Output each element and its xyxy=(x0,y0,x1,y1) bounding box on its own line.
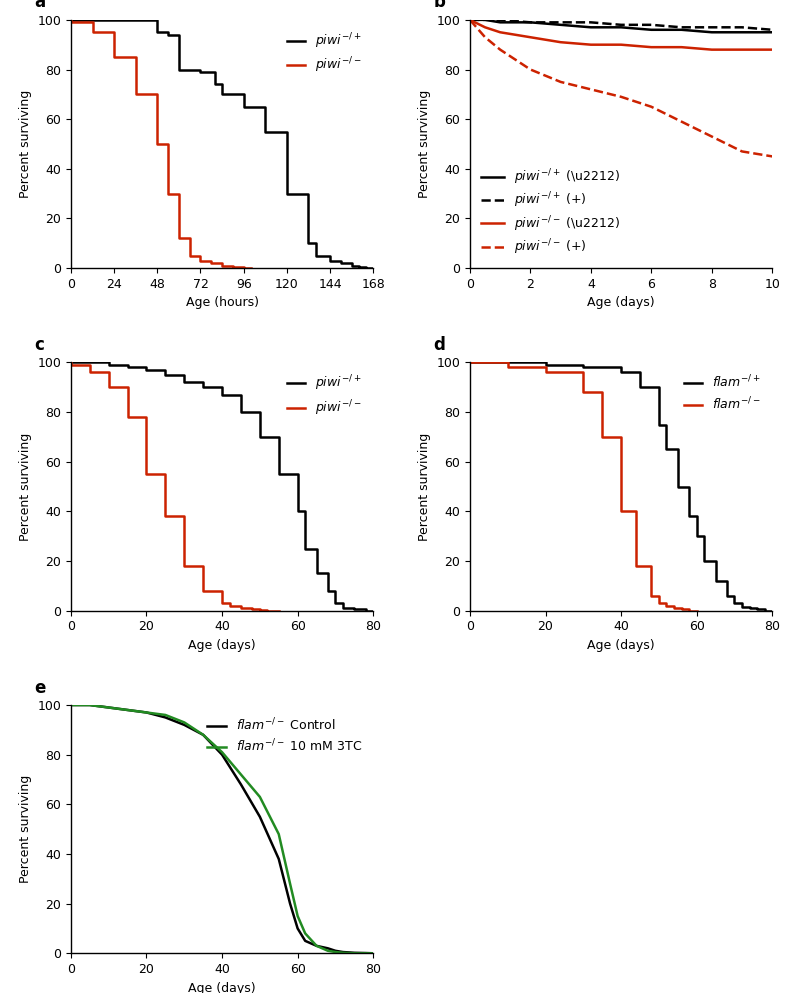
X-axis label: Age (days): Age (days) xyxy=(587,296,655,310)
Text: d: d xyxy=(433,336,445,355)
Text: c: c xyxy=(35,336,44,355)
Legend: $\it{flam}^{-/+}$, $\it{flam}^{-/-}$: $\it{flam}^{-/+}$, $\it{flam}^{-/-}$ xyxy=(678,368,766,417)
Text: b: b xyxy=(433,0,445,12)
X-axis label: Age (days): Age (days) xyxy=(188,981,256,993)
Legend: $\it{piwi}^{-/+}$, $\it{piwi}^{-/-}$: $\it{piwi}^{-/+}$, $\it{piwi}^{-/-}$ xyxy=(282,368,367,423)
Legend: $\it{piwi}^{-/+}$, $\it{piwi}^{-/-}$: $\it{piwi}^{-/+}$, $\it{piwi}^{-/-}$ xyxy=(282,26,367,80)
Text: e: e xyxy=(35,678,46,697)
Y-axis label: Percent surviving: Percent surviving xyxy=(418,89,431,199)
X-axis label: Age (hours): Age (hours) xyxy=(185,296,258,310)
Y-axis label: Percent surviving: Percent surviving xyxy=(418,432,431,541)
Text: a: a xyxy=(35,0,46,12)
X-axis label: Age (days): Age (days) xyxy=(188,638,256,652)
Y-axis label: Percent surviving: Percent surviving xyxy=(19,89,32,199)
Y-axis label: Percent surviving: Percent surviving xyxy=(19,775,32,884)
X-axis label: Age (days): Age (days) xyxy=(587,638,655,652)
Y-axis label: Percent surviving: Percent surviving xyxy=(19,432,32,541)
Legend: $\it{flam}^{-/-}$ Control, $\it{flam}^{-/-}$ 10 mM 3TC: $\it{flam}^{-/-}$ Control, $\it{flam}^{-… xyxy=(202,711,367,760)
Legend: $\it{piwi}^{-/+}$ (\u2212), $\it{piwi}^{-/+}$ (+), $\it{piwi}^{-/-}$ (\u2212), $: $\it{piwi}^{-/+}$ (\u2212), $\it{piwi}^{… xyxy=(476,162,625,262)
